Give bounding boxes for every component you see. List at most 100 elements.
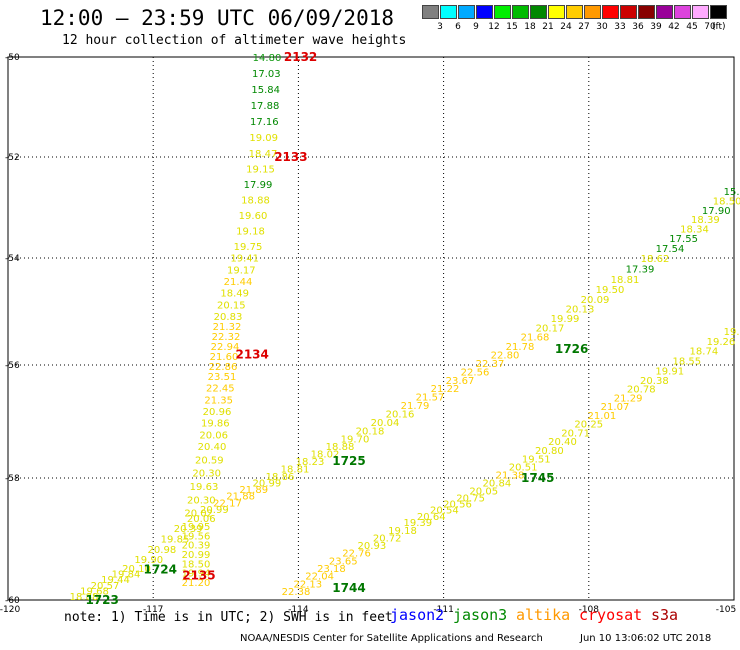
pass-time-label: 1725 — [332, 454, 365, 468]
wave-height-reading: 19.51 — [522, 454, 551, 465]
wave-height-reading: 20.10 — [122, 564, 151, 575]
wave-height-reading: 20.75 — [456, 493, 485, 504]
wave-height-reading: 19.94 — [182, 569, 211, 580]
scale-swatch — [512, 5, 529, 19]
scale-label: 21 — [542, 22, 554, 32]
wave-height-reading: 15.84 — [251, 85, 280, 96]
wave-height-reading: 21.22 — [431, 384, 460, 395]
wave-height-reading: 19.99 — [551, 314, 580, 325]
wave-height-reading: 21.07 — [601, 402, 630, 413]
wave-height-reading: 18.49 — [220, 289, 249, 300]
wave-height-reading: 18.88 — [326, 442, 355, 453]
wave-height-reading: 21.88 — [226, 492, 255, 503]
wave-height-reading: 18.34 — [680, 225, 709, 236]
wave-height-reading: 21.29 — [614, 393, 643, 404]
scale-label: 36 — [632, 22, 644, 32]
wave-height-reading: 18.88 — [241, 196, 270, 207]
scale-label: 30 — [596, 22, 608, 32]
scale-swatch — [548, 5, 565, 19]
legend-item: jason2 — [390, 606, 445, 624]
wave-height-reading: 22.32 — [212, 332, 241, 343]
scale-swatch — [494, 5, 511, 19]
longitude-label: -114 — [288, 605, 309, 615]
scale-label: 9 — [473, 22, 479, 32]
wave-height-reading: 18.23 — [296, 457, 325, 468]
pass-time-label: 2135 — [182, 569, 215, 583]
legend-item: altika — [516, 606, 571, 624]
wave-height-reading: 19.95 — [182, 522, 211, 533]
scale-label: 27 — [578, 22, 590, 32]
latitude-label: -60 — [5, 596, 20, 606]
latitude-label: -58 — [5, 474, 20, 484]
wave-height-reading: 20.04 — [371, 418, 400, 429]
scale-label: 33 — [614, 22, 626, 32]
wave-height-reading: 20.72 — [373, 533, 402, 544]
wave-height-reading: 20.18 — [356, 426, 385, 437]
wave-height-reading: 20.06 — [187, 514, 216, 525]
wave-height-reading: 21.68 — [521, 333, 550, 344]
wave-height-reading: 20.80 — [535, 446, 564, 457]
wave-height-reading: 20.39 — [182, 541, 211, 552]
latitude-label: -56 — [5, 361, 20, 371]
scale-swatch — [656, 5, 673, 19]
latitude-label: -50 — [5, 53, 20, 63]
wave-height-reading: 21.35 — [204, 395, 233, 406]
wave-height-reading: 20.30 — [187, 495, 216, 506]
scale-label: 15 — [506, 22, 518, 32]
wave-height-reading: 19.17 — [227, 265, 256, 276]
wave-height-reading: 20.38 — [640, 376, 669, 387]
wave-height-reading: 17.99 — [244, 180, 273, 191]
axis-labels: -120 -117 -114 -111 -108 -105 -50 -52 -54 -56 -58 -… — [0, 53, 736, 615]
wave-height-reading: 20.17 — [536, 323, 565, 334]
wave-height-reading: 19.50 — [596, 285, 625, 296]
pass-time-label: 1744 — [332, 581, 365, 595]
scale-unit: (ft) — [712, 22, 726, 32]
scale-label: 70 — [704, 22, 716, 32]
wave-height-reading: 19.09 — [249, 133, 278, 144]
wave-height-reading: 18.55 — [672, 357, 701, 368]
scale-label: 3 — [437, 22, 443, 32]
wave-height-reading: 18.86 — [266, 472, 295, 483]
wave-height-reading: 22.37 — [476, 359, 505, 370]
wave-height-reading: 20.02 — [184, 509, 213, 520]
scale-label: 6 — [455, 22, 461, 32]
wave-height-reading: 20.84 — [483, 479, 512, 490]
longitude-label: -111 — [433, 605, 453, 615]
wave-height-reading: 20.99 — [200, 505, 229, 516]
pass-time-label: 2132 — [284, 50, 317, 64]
wave-height-reading: 18.39 — [691, 215, 720, 226]
scale-label: 39 — [650, 22, 662, 32]
scale-swatch — [566, 5, 583, 19]
map-frame — [7, 56, 735, 601]
pass-time-label: 1724 — [144, 563, 177, 577]
wave-height-reading: 20.39 — [174, 524, 203, 535]
wave-height-reading: 17.16 — [250, 117, 279, 128]
wave-height-reading: 17.90 — [702, 206, 731, 217]
wave-height-reading: 18.50 — [713, 196, 740, 207]
wave-height-reading: 19.41 — [230, 254, 259, 265]
longitude-label: -105 — [716, 605, 736, 615]
latitude-label: -52 — [5, 153, 20, 163]
scale-swatch — [476, 5, 493, 19]
wave-height-reading: 23.65 — [329, 556, 358, 567]
wave-height-reading: 20.99 — [182, 550, 211, 561]
scale-swatch — [584, 5, 601, 19]
legend-item: s3a — [651, 606, 679, 624]
wave-height-reading: 20.54 — [430, 506, 459, 517]
track-pass-c: 22.3822.1322.0423.1823.6522.7620.9320.72… — [282, 327, 740, 598]
wave-height-reading: 18.47 — [249, 149, 278, 160]
wave-height-reading: 18.81 — [281, 465, 310, 476]
wave-height-reading: 18.74 — [690, 347, 719, 358]
wave-height-reading: 20.40 — [548, 437, 577, 448]
longitude-label: -120 — [0, 605, 20, 615]
wave-height-reading: 21.44 — [224, 277, 253, 288]
wave-height-reading: 22.17 — [213, 498, 242, 509]
wave-height-reading: 22.04 — [305, 572, 334, 583]
page-title: 12:00 – 23:59 UTC 06/09/2018 — [40, 6, 395, 30]
wave-height-reading: 21.20 — [182, 578, 211, 589]
wave-height-reading: 19.84 — [112, 570, 141, 581]
wave-height-reading: 18.02 — [311, 450, 340, 461]
wave-height-reading: 21.89 — [239, 485, 268, 496]
wave-height-reading: 17.55 — [669, 234, 698, 245]
